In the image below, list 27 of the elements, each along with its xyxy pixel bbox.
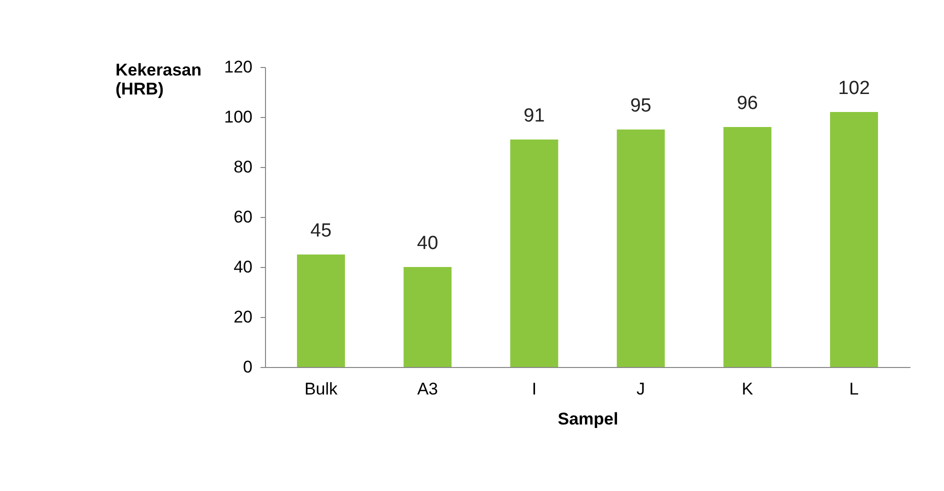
data-label: 91 [524,106,545,126]
x-axis-title: Sampel [558,410,618,428]
y-tick-label: 20 [234,308,252,326]
y-axis-title: Kekerasan (HRB) [116,60,202,98]
bar [404,267,452,367]
bar [830,112,878,367]
data-label: 96 [736,93,758,114]
y-tick-label: 40 [234,258,252,276]
bar [616,130,665,367]
data-label: 102 [838,78,870,99]
x-tick-label: J [636,380,646,398]
x-tick-label: A3 [417,380,438,398]
data-label: 45 [310,220,332,242]
y-tick-label: 80 [234,158,252,176]
x-tick-label: L [849,380,859,398]
x-tick-label: K [742,380,754,398]
y-tick-label: 0 [243,358,252,376]
bar [510,140,558,367]
bar [296,254,345,367]
y-tick-label: 120 [224,58,252,76]
x-tick-label: Bulk [304,380,338,398]
bar [723,127,772,367]
data-label: 40 [417,233,438,254]
y-tick-label: 100 [224,108,252,126]
x-tick-label: I [532,380,537,398]
data-label: 95 [630,96,652,116]
y-tick-label: 60 [234,208,252,226]
